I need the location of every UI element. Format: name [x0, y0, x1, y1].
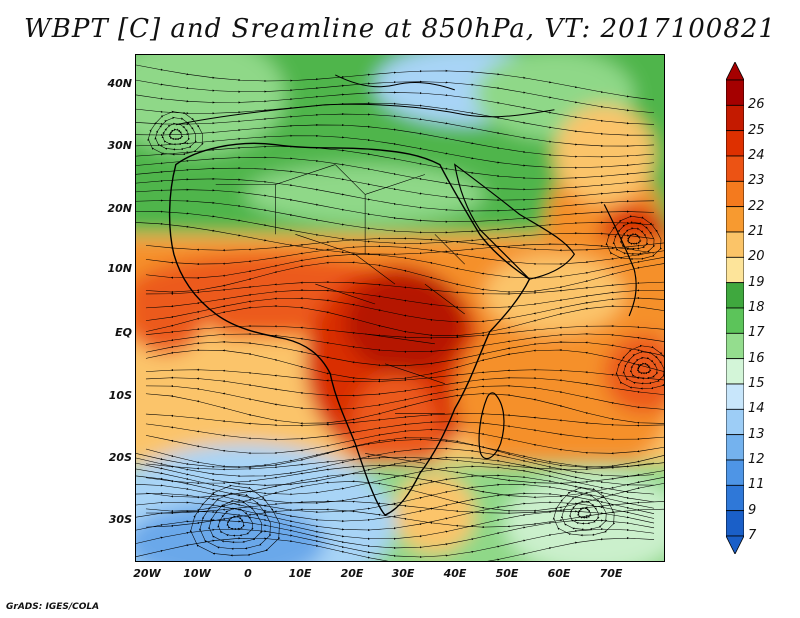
lon-label: 30E	[391, 567, 415, 580]
lat-label: 10N	[107, 262, 132, 275]
streamline	[605, 215, 662, 261]
colorbar-segment	[726, 307, 744, 334]
colorbar-label: 13	[748, 426, 765, 442]
colorbar-label: 9	[748, 502, 757, 518]
colorbar-segment	[726, 332, 744, 360]
colorbar-segment	[726, 510, 744, 537]
colorbar-label: 15	[748, 376, 765, 391]
streamline	[136, 222, 655, 256]
colorbar-segment	[726, 206, 744, 233]
colorbar-segment	[726, 180, 744, 208]
colorbar-label: 20	[748, 249, 765, 265]
colorbar-segment	[726, 358, 744, 385]
streamline	[145, 281, 664, 296]
colorbar-segment	[726, 256, 744, 284]
colorbar-segment	[726, 383, 744, 410]
lon-label: 60E	[547, 567, 571, 580]
colorbar-label: 21	[748, 224, 765, 239]
lon-label: 50E	[495, 567, 519, 580]
lat-label: 10S	[108, 389, 132, 402]
streamline	[147, 110, 204, 156]
lat-label: 20S	[108, 451, 132, 464]
colorbar-bottom-arrow	[726, 535, 744, 554]
wbpt-field-map	[136, 55, 664, 561]
colorbar-segment	[726, 459, 744, 486]
lat-label: EQ	[115, 326, 132, 339]
colorbar-segment	[726, 155, 744, 182]
colorbar-top-arrow	[726, 62, 744, 81]
colorbar-label: 12	[748, 452, 765, 467]
colorbar	[726, 62, 744, 554]
colorbar-label: 23	[748, 173, 765, 189]
colorbar-segment	[726, 130, 744, 157]
field-iran-orange	[554, 104, 655, 205]
colorbar-segment	[726, 282, 744, 309]
lat-label: 40N	[107, 77, 132, 90]
map-panel	[135, 54, 665, 562]
streamlines	[136, 64, 664, 561]
colorbar-segment	[726, 231, 744, 258]
colorbar-segment	[726, 434, 744, 461]
streamline	[615, 344, 664, 390]
streamline	[145, 392, 664, 425]
lon-label: 20E	[340, 567, 364, 580]
colorbar-label: 26	[748, 97, 765, 113]
lon-label: 70E	[599, 567, 623, 580]
streamline	[552, 486, 616, 537]
colorbar-label: 14	[748, 401, 765, 417]
lat-label: 20N	[107, 202, 132, 215]
colorbar-label: 7	[748, 528, 757, 543]
streamline	[189, 484, 281, 557]
lon-label: 20W	[133, 567, 161, 580]
map-title: WBPT [C] and Sreamline at 850hPa, VT: 20…	[24, 14, 776, 44]
colorbar-label: 24	[748, 148, 765, 163]
colorbar-label: 18	[748, 300, 765, 315]
colorbar-label: 19	[748, 274, 765, 290]
colorbar-label: 11	[748, 477, 765, 493]
colorbar-segment	[726, 408, 744, 436]
lat-label: 30S	[108, 513, 132, 526]
colorbar-segment	[726, 484, 744, 512]
colorbar-label: 22	[748, 198, 765, 214]
lon-label: 10E	[288, 567, 312, 580]
colorbar-label: 17	[748, 325, 765, 341]
colorbar-segment	[726, 104, 744, 132]
grads-credit: GrADS: IGES/COLA	[6, 602, 100, 612]
colorbar-label: 16	[748, 350, 765, 366]
lon-label: 40E	[443, 567, 467, 580]
lon-label: 0	[244, 567, 252, 580]
colorbar-segment	[726, 79, 744, 106]
colorbar-label: 25	[748, 122, 765, 138]
lat-label: 30N	[107, 139, 132, 152]
lon-label: 10W	[183, 567, 211, 580]
field-congo-deepred	[345, 274, 465, 374]
